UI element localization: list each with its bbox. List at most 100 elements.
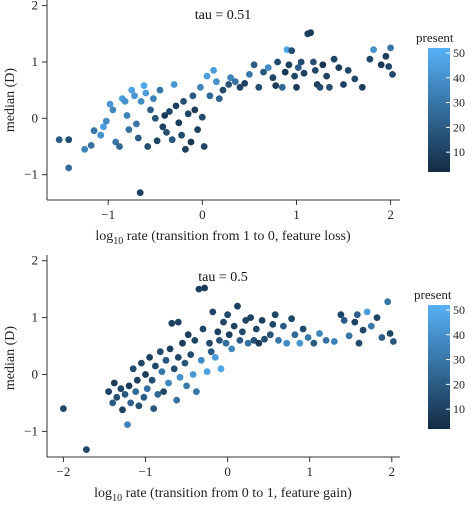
data-point [344,67,352,74]
data-point [337,311,345,319]
data-point [179,339,186,347]
data-point [203,72,211,80]
tau-annotation: tau = 0.51 [195,8,252,23]
data-point [310,58,317,66]
data-point [355,339,363,347]
data-point [109,399,117,407]
data-point [307,29,314,37]
y-tick-label: 2 [32,253,39,268]
data-point [385,63,393,70]
data-point [239,328,246,336]
data-point [386,330,394,337]
data-point [168,319,176,327]
data-point [129,365,137,373]
data-point [143,385,151,393]
data-point [252,325,260,333]
legend-tick-label: 40 [453,328,465,342]
data-point [183,382,191,390]
y-tick-label: 0 [32,110,39,125]
data-point [112,138,120,146]
points-layer [60,284,397,453]
data-point [278,83,286,91]
data-point [219,86,227,94]
y-tick-label: 2 [32,0,39,13]
data-point [280,322,287,330]
data-point [236,337,244,344]
data-point [173,396,181,404]
legend-ticks: 10 20 30 40 50 [446,303,465,416]
legend-title: present [416,30,454,45]
data-point [154,391,162,398]
color-legend: present 10 20 30 40 50 [416,30,465,172]
legend-tick-label: 30 [453,353,465,367]
data-point [294,64,302,71]
data-point [281,68,289,76]
data-point [241,80,249,87]
data-point [291,331,299,339]
points-layer [55,29,396,197]
data-point [109,106,117,114]
data-point [244,339,252,347]
legend-tick-label: 10 [453,402,465,416]
y-ticks: −1 0 1 2 [24,0,47,182]
data-point [291,72,298,80]
data-point [363,308,371,316]
tau-annotation: tau = 0.5 [198,270,248,285]
data-point [100,123,107,131]
data-point [150,95,157,102]
data-point [117,385,125,393]
data-point [55,136,63,144]
legend-tick-label: 30 [453,96,465,110]
data-point [163,129,170,136]
data-point [225,81,233,88]
data-point [319,61,327,69]
data-point [151,114,159,122]
data-point [271,311,279,319]
x-ticks: −2 −1 0 1 2 [56,457,395,479]
data-point [351,75,359,83]
data-point [142,371,149,378]
data-point [137,98,145,105]
data-point [269,74,277,82]
data-point [172,102,180,110]
data-point [195,285,203,293]
data-point [351,318,359,326]
data-point [335,64,343,71]
x-axis-title: log10 rate (transition from 0 to 1, feat… [94,486,352,504]
data-point [113,393,121,401]
data-point [384,298,392,306]
data-point [153,137,161,145]
data-point [123,112,131,119]
data-point [158,368,166,375]
data-point [161,112,169,119]
x-ticks: −1 0 1 2 [101,200,394,222]
data-point [274,58,281,66]
data-point [211,354,219,361]
data-point [230,322,238,330]
data-point [176,373,184,381]
data-point [97,131,105,139]
data-point [299,325,307,333]
data-point [189,371,197,378]
data-point [128,86,136,94]
x-axis-title-sub: 10 [112,493,122,504]
data-point [133,376,141,384]
data-point [140,393,148,401]
data-point [367,322,375,330]
data-point [255,339,263,347]
data-point [370,46,377,53]
data-point [156,348,164,356]
data-point [178,131,186,139]
data-point [150,405,158,412]
data-point [184,331,192,339]
data-point [228,345,236,353]
data-point [198,113,206,121]
y-tick-label: 1 [32,310,39,325]
data-point [272,82,280,89]
data-point [174,318,182,326]
data-point [144,143,152,150]
y-ticks: −1 0 1 2 [24,253,47,438]
data-point [293,83,300,91]
